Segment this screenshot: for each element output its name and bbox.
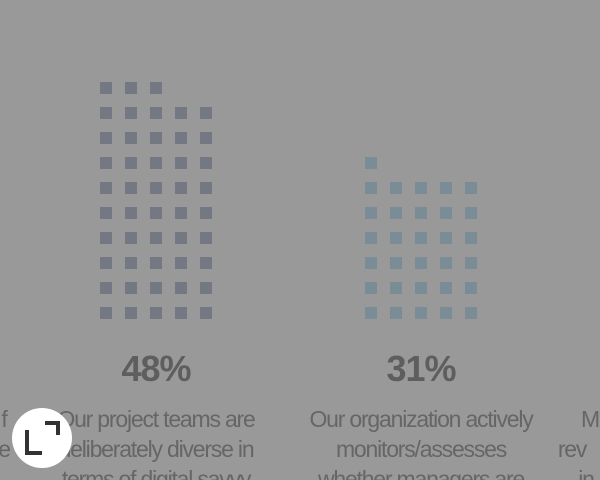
waffle-square bbox=[415, 282, 427, 294]
waffle-square bbox=[125, 182, 137, 194]
description-line: whether managers are bbox=[317, 466, 525, 480]
waffle-square bbox=[200, 282, 212, 294]
collapse-button[interactable] bbox=[12, 408, 72, 468]
edge-text: M bbox=[581, 406, 599, 432]
waffle-square bbox=[125, 157, 137, 169]
waffle-square bbox=[200, 182, 212, 194]
waffle-square bbox=[100, 232, 112, 244]
waffle-square bbox=[200, 207, 212, 219]
waffle-square bbox=[150, 182, 162, 194]
waffle-square bbox=[100, 257, 112, 269]
waffle-square bbox=[150, 307, 162, 319]
waffle-square bbox=[465, 232, 477, 244]
edge-text: rev bbox=[558, 436, 588, 462]
waffle-square bbox=[415, 232, 427, 244]
button-circle[interactable] bbox=[12, 408, 72, 468]
waffle-square bbox=[465, 257, 477, 269]
waffle-square bbox=[415, 182, 427, 194]
waffle-square bbox=[100, 282, 112, 294]
waffle-square bbox=[150, 232, 162, 244]
waffle-square bbox=[100, 132, 112, 144]
waffle-square bbox=[100, 182, 112, 194]
description-line: terms of digital savvy bbox=[62, 466, 252, 480]
waffle-square bbox=[100, 307, 112, 319]
waffle-square bbox=[150, 107, 162, 119]
edge-text: in bbox=[578, 466, 594, 480]
waffle-square bbox=[365, 157, 377, 169]
edge-text: f bbox=[1, 406, 8, 432]
description-line: Our project teams are bbox=[57, 406, 255, 432]
waffle-square bbox=[150, 157, 162, 169]
waffle-square bbox=[390, 207, 402, 219]
waffle-square bbox=[200, 132, 212, 144]
waffle-square bbox=[175, 107, 187, 119]
waffle-square bbox=[415, 257, 427, 269]
percent-label: 48% bbox=[121, 348, 191, 389]
waffle-square bbox=[365, 282, 377, 294]
waffle-square bbox=[465, 282, 477, 294]
waffle-square bbox=[415, 307, 427, 319]
waffle-square bbox=[175, 232, 187, 244]
waffle-square bbox=[200, 232, 212, 244]
waffle-square bbox=[415, 207, 427, 219]
waffle-square bbox=[200, 257, 212, 269]
description-line: Our organization actively bbox=[309, 406, 534, 432]
description-line: deliberately diverse in bbox=[59, 436, 254, 462]
waffle-square bbox=[175, 132, 187, 144]
waffle-square bbox=[125, 82, 137, 94]
waffle-square bbox=[390, 307, 402, 319]
waffle-square bbox=[365, 207, 377, 219]
waffle-square bbox=[440, 207, 452, 219]
waffle-square bbox=[100, 157, 112, 169]
waffle-square bbox=[175, 282, 187, 294]
waffle-square bbox=[440, 182, 452, 194]
waffle-square bbox=[465, 307, 477, 319]
waffle-square bbox=[175, 157, 187, 169]
waffle-square bbox=[150, 132, 162, 144]
waffle-square bbox=[125, 307, 137, 319]
waffle-square bbox=[100, 207, 112, 219]
waffle-square bbox=[175, 182, 187, 194]
waffle-square bbox=[125, 207, 137, 219]
waffle-square bbox=[125, 107, 137, 119]
waffle-square bbox=[365, 307, 377, 319]
waffle-square bbox=[365, 182, 377, 194]
waffle-square bbox=[440, 282, 452, 294]
waffle-square bbox=[440, 257, 452, 269]
waffle-square bbox=[150, 82, 162, 94]
waffle-square bbox=[150, 207, 162, 219]
description-line: monitors/assesses bbox=[336, 436, 507, 462]
waffle-square bbox=[365, 232, 377, 244]
waffle-square bbox=[200, 157, 212, 169]
waffle-square bbox=[150, 257, 162, 269]
waffle-square bbox=[150, 282, 162, 294]
waffle-square bbox=[125, 132, 137, 144]
button-icon bbox=[25, 430, 42, 455]
waffle-square bbox=[465, 182, 477, 194]
waffle-square bbox=[175, 207, 187, 219]
edge-text: e bbox=[0, 436, 10, 462]
waffle-square bbox=[100, 82, 112, 94]
waffle-chart: 48% Our project teams are deliberately div… bbox=[0, 82, 600, 480]
waffle-square bbox=[125, 232, 137, 244]
waffle-square bbox=[125, 257, 137, 269]
waffle-square bbox=[175, 257, 187, 269]
waffle-square bbox=[390, 232, 402, 244]
waffle-square bbox=[440, 307, 452, 319]
waffle-square bbox=[465, 207, 477, 219]
waffle-square bbox=[125, 282, 137, 294]
percent-label: 31% bbox=[386, 348, 456, 389]
waffle-square bbox=[200, 107, 212, 119]
waffle-square bbox=[200, 307, 212, 319]
waffle-square bbox=[175, 307, 187, 319]
waffle-square bbox=[440, 232, 452, 244]
button-icon bbox=[45, 421, 60, 435]
waffle-square bbox=[390, 182, 402, 194]
waffle-square bbox=[390, 257, 402, 269]
waffle-square bbox=[100, 107, 112, 119]
waffle-square bbox=[365, 257, 377, 269]
waffle-square bbox=[390, 282, 402, 294]
